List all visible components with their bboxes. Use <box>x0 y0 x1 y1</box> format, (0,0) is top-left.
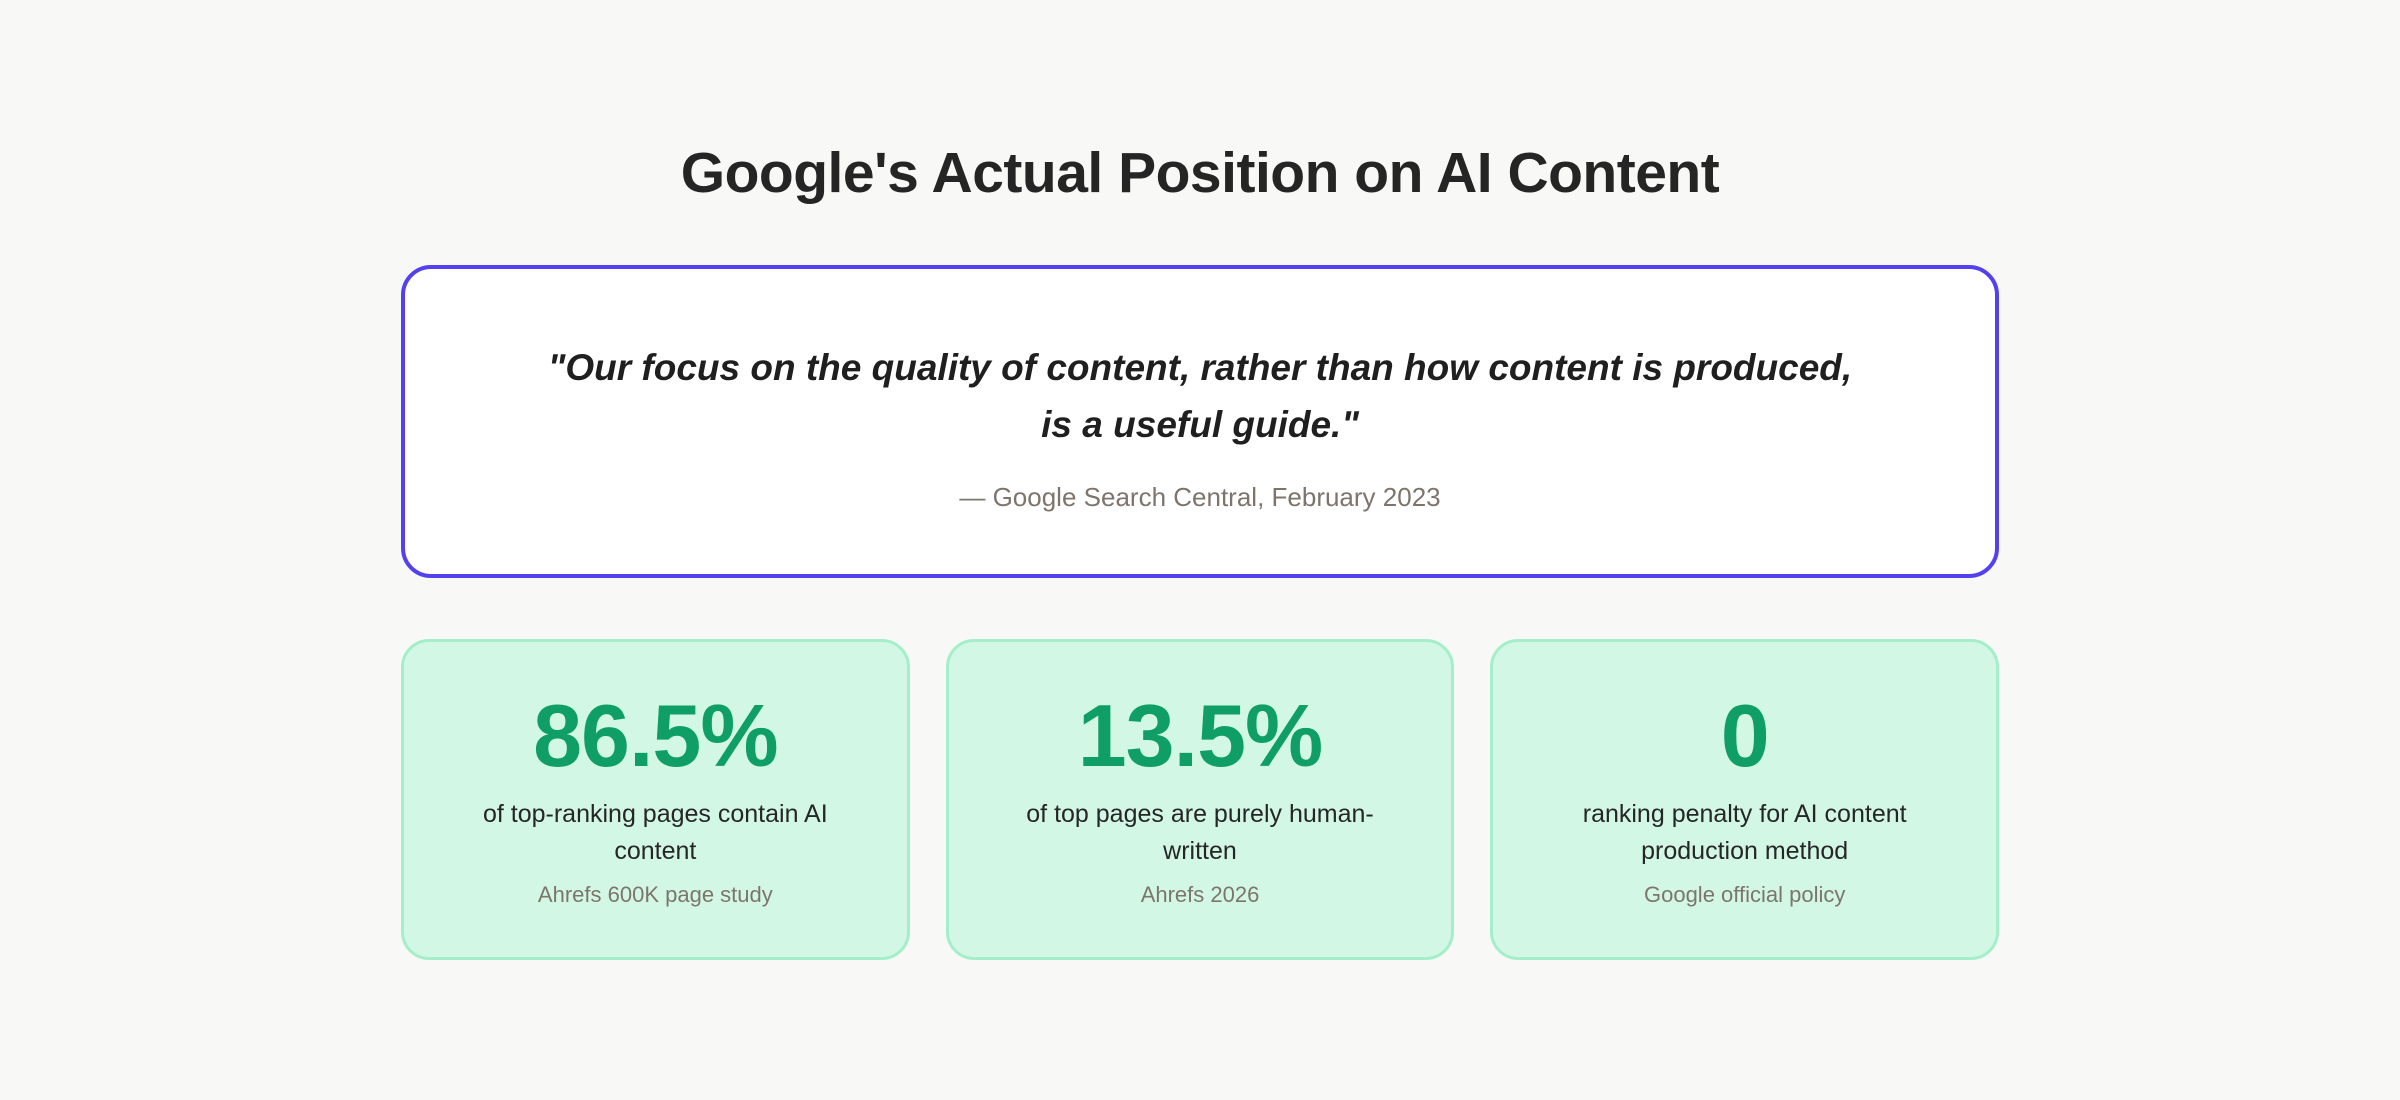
quote-card: "Our focus on the quality of content, ra… <box>401 264 1999 578</box>
page-title: Google's Actual Position on AI Content <box>680 141 1720 205</box>
stat-label: of top pages are purely human-written <box>1026 799 1374 865</box>
page-root: Google's Actual Position on AI Content "… <box>401 0 2000 961</box>
stats-row: 86.5% of top-ranking pages contain AI co… <box>401 638 2000 961</box>
quote-text-line-2: is a useful guide." <box>1041 403 1359 445</box>
stat-source: Ahrefs 600K page study <box>537 881 773 907</box>
stat-card-ranking-penalty: 0 ranking penalty for AI content product… <box>1490 638 2000 961</box>
stat-source: Ahrefs 2026 <box>1140 881 1260 907</box>
stat-source: Google official policy <box>1643 881 1846 907</box>
stat-value: 13.5% <box>1077 685 1324 785</box>
stat-value: 0 <box>1720 685 1770 785</box>
stat-label: ranking penalty for AI content productio… <box>1582 799 1907 865</box>
quote-attribution: — Google Search Central, February 2023 <box>959 482 1441 513</box>
quote-text: "Our focus on the quality of content, ra… <box>475 339 1925 454</box>
stat-card-ai-content: 86.5% of top-ranking pages contain AI co… <box>401 638 910 961</box>
stat-value: 86.5% <box>533 685 779 785</box>
quote-text-line-1: "Our focus on the quality of content, ra… <box>547 346 1853 388</box>
stat-label: of top-ranking pages contain AI content <box>482 799 828 865</box>
stat-card-human-written: 13.5% of top pages are purely human-writ… <box>945 638 1455 961</box>
